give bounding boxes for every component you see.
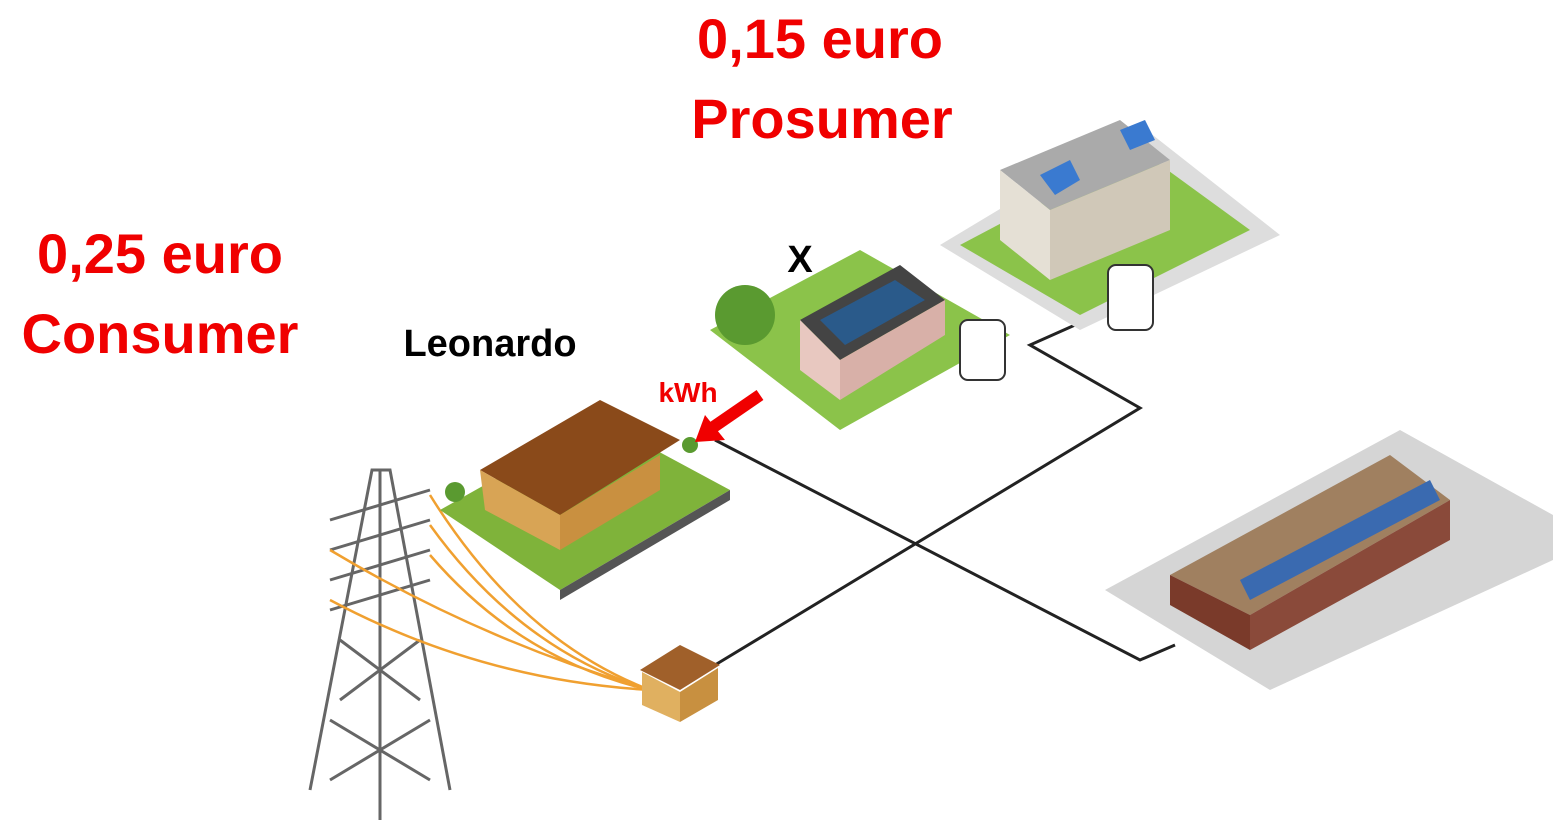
flow-label: kWh [658,377,717,408]
prosumer-name: X [787,239,813,281]
commercial-building [1105,430,1553,690]
consumer-name: Leonardo [403,323,576,365]
consumer-price: 0,25 euro [37,222,283,285]
diagram: 0,15 euro Prosumer 0,25 euro Consumer Le… [0,0,1553,824]
substation [640,645,720,722]
prosumer-price: 0,15 euro [697,7,943,70]
consumer-role: Consumer [22,302,299,365]
page: 0,15 euro Prosumer 0,25 euro Consumer Le… [0,0,1553,824]
public-building [940,120,1280,330]
prosumer-role: Prosumer [691,87,952,150]
